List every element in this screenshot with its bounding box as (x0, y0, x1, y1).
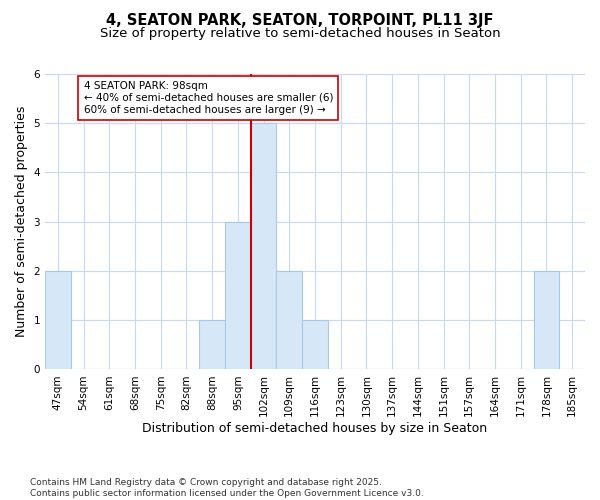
Text: 4 SEATON PARK: 98sqm
← 40% of semi-detached houses are smaller (6)
60% of semi-d: 4 SEATON PARK: 98sqm ← 40% of semi-detac… (83, 82, 333, 114)
X-axis label: Distribution of semi-detached houses by size in Seaton: Distribution of semi-detached houses by … (142, 422, 488, 435)
Bar (302, 320, 328, 370)
Bar (199, 320, 225, 370)
Bar (277, 271, 302, 370)
Bar (251, 123, 277, 370)
Text: Contains HM Land Registry data © Crown copyright and database right 2025.
Contai: Contains HM Land Registry data © Crown c… (30, 478, 424, 498)
Bar (45, 271, 71, 370)
Bar (225, 222, 251, 370)
Bar (533, 271, 559, 370)
Y-axis label: Number of semi-detached properties: Number of semi-detached properties (15, 106, 28, 338)
Text: Size of property relative to semi-detached houses in Seaton: Size of property relative to semi-detach… (100, 28, 500, 40)
Text: 4, SEATON PARK, SEATON, TORPOINT, PL11 3JF: 4, SEATON PARK, SEATON, TORPOINT, PL11 3… (106, 12, 494, 28)
